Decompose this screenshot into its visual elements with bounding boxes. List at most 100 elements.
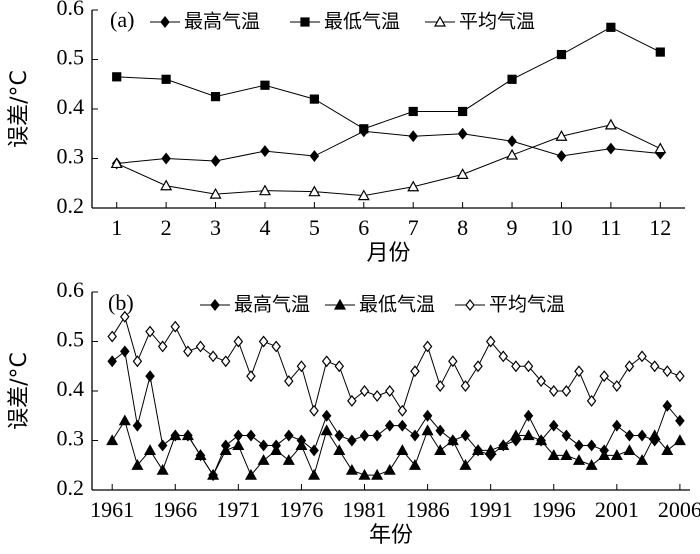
data-point xyxy=(535,434,548,446)
data-point xyxy=(662,365,673,378)
x-tick-label: 11 xyxy=(600,215,621,240)
legend-label: 最低气温 xyxy=(324,11,400,33)
legend-label: 平均气温 xyxy=(489,294,565,316)
data-point xyxy=(585,459,598,470)
data-point xyxy=(434,444,447,455)
data-point xyxy=(485,335,496,348)
x-tick-label: 1991 xyxy=(469,497,513,522)
data-point xyxy=(457,127,468,140)
data-point xyxy=(397,404,408,417)
data-point xyxy=(446,434,459,446)
y-axis-label: 误差/°C xyxy=(7,352,32,430)
data-point xyxy=(649,360,660,373)
data-point xyxy=(157,439,168,452)
x-tick-label: 1 xyxy=(111,215,122,240)
data-point xyxy=(459,459,472,470)
data-point xyxy=(675,414,685,427)
x-axis-label: 年份 xyxy=(369,523,413,548)
data-point xyxy=(636,454,649,465)
x-tick-label: 3 xyxy=(210,215,221,240)
x-tick-label: 1971 xyxy=(216,497,260,522)
data-point xyxy=(333,444,346,455)
data-point xyxy=(284,429,294,442)
y-tick-label: 0.3 xyxy=(57,426,85,451)
x-tick-label: 4 xyxy=(259,215,270,240)
data-point xyxy=(207,468,220,480)
legend-label: 最高气温 xyxy=(234,294,310,316)
data-point xyxy=(612,419,622,432)
y-tick-label: 0.2 xyxy=(57,475,85,500)
data-point xyxy=(170,320,181,333)
x-tick-label: 2006 xyxy=(658,497,700,522)
data-point xyxy=(506,148,519,160)
legend-marker xyxy=(160,16,170,28)
data-point xyxy=(320,424,333,436)
x-tick-label: 9 xyxy=(507,215,518,240)
x-tick-label: 1976 xyxy=(279,497,323,522)
data-point xyxy=(598,449,611,460)
data-point xyxy=(219,444,232,455)
data-point xyxy=(574,439,584,452)
y-tick-label: 0.2 xyxy=(57,193,85,218)
x-tick-label: 1966 xyxy=(153,497,197,522)
data-point xyxy=(359,429,370,442)
data-point xyxy=(120,310,130,323)
legend-label: 最高气温 xyxy=(184,11,260,33)
data-point xyxy=(271,340,281,353)
x-tick-label: 1961 xyxy=(90,497,134,522)
data-point xyxy=(561,385,572,397)
data-point xyxy=(107,355,117,368)
data-point xyxy=(556,49,567,60)
data-point xyxy=(210,155,221,167)
data-point xyxy=(675,370,685,383)
data-point xyxy=(372,389,382,402)
data-point xyxy=(309,404,319,417)
data-point xyxy=(106,434,119,446)
data-point xyxy=(654,142,667,154)
data-point xyxy=(258,184,271,196)
data-point xyxy=(410,365,420,378)
data-point xyxy=(309,94,319,104)
data-point xyxy=(624,429,635,442)
x-tick-label: 1981 xyxy=(343,497,387,522)
data-point xyxy=(408,106,418,117)
x-tick-label: 6 xyxy=(358,215,369,240)
x-tick-label: 1996 xyxy=(532,497,576,522)
data-point xyxy=(232,439,245,451)
panel-label: (a) xyxy=(110,7,134,32)
x-tick-label: 2001 xyxy=(595,497,639,522)
y-tick-label: 0.6 xyxy=(57,0,85,20)
data-point xyxy=(308,185,321,197)
legend-marker xyxy=(433,15,447,27)
data-point xyxy=(511,360,521,373)
x-axis-label: 月份 xyxy=(366,241,410,266)
legend-marker xyxy=(333,298,347,310)
data-point xyxy=(509,429,522,441)
data-point xyxy=(473,360,483,373)
data-point xyxy=(604,118,617,130)
data-point xyxy=(284,375,294,388)
data-point xyxy=(407,180,420,192)
data-point xyxy=(623,444,636,455)
data-point xyxy=(345,463,358,475)
data-point xyxy=(384,419,395,432)
data-point xyxy=(131,459,144,470)
data-point xyxy=(460,380,471,393)
data-point xyxy=(357,189,370,201)
data-point xyxy=(610,449,623,460)
data-point xyxy=(458,106,468,117)
x-tick-label: 2 xyxy=(161,215,172,240)
data-point xyxy=(270,444,283,455)
data-point xyxy=(497,439,510,451)
y-tick-label: 0.4 xyxy=(57,94,85,119)
data-point xyxy=(523,360,534,373)
data-point xyxy=(555,129,568,141)
data-point xyxy=(422,409,433,422)
data-point xyxy=(321,409,332,422)
data-point xyxy=(156,463,169,475)
data-point xyxy=(308,468,321,480)
data-point xyxy=(260,145,270,158)
y-tick-label: 0.5 xyxy=(57,45,85,70)
data-point xyxy=(347,434,357,447)
